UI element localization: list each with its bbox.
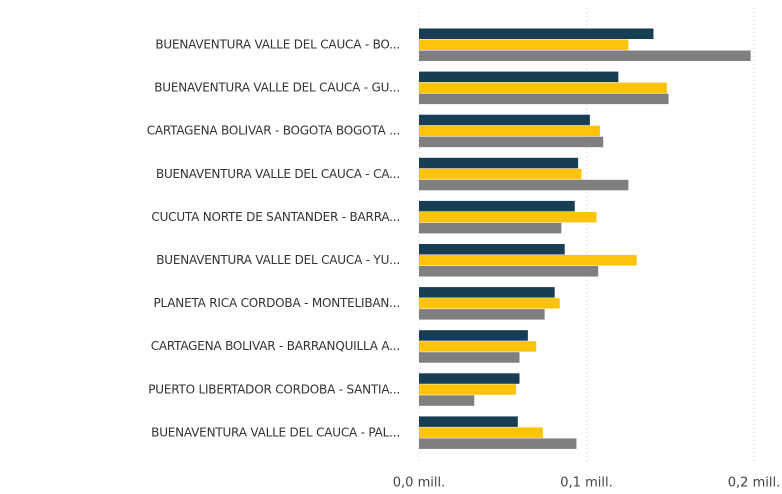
bar — [419, 373, 520, 384]
bar — [419, 438, 577, 449]
bar — [419, 168, 582, 180]
category-label: BUENAVENTURA VALLE DEL CAUCA - YU... — [156, 253, 400, 267]
x-tick-label: 0,2 mill. — [728, 476, 780, 491]
bar — [419, 125, 600, 137]
bar — [419, 157, 579, 169]
bar — [419, 50, 751, 61]
bar — [419, 114, 590, 126]
bar — [419, 416, 518, 427]
bar — [419, 266, 599, 277]
bar — [419, 255, 637, 266]
x-tick-label: 0,0 mill. — [393, 476, 445, 491]
bar — [419, 200, 575, 212]
bar — [419, 28, 654, 39]
bar — [419, 222, 562, 234]
bar — [419, 39, 629, 50]
category-label: PUERTO LIBERTADOR CORDOBA - SANTIA... — [148, 382, 400, 396]
category-label: BUENAVENTURA VALLE DEL CAUCA - CA... — [156, 167, 400, 181]
category-label: CARTAGENA BOLIVAR - BARRANQUILLA A... — [151, 339, 400, 353]
bar — [419, 211, 597, 223]
bar — [419, 179, 629, 191]
bar — [419, 71, 619, 83]
bar — [419, 341, 537, 352]
bar — [419, 93, 669, 105]
bar — [419, 309, 545, 320]
bar — [419, 427, 543, 438]
bar — [419, 384, 517, 395]
category-label: BUENAVENTURA VALLE DEL CAUCA - GU... — [154, 81, 400, 95]
bar — [419, 287, 555, 298]
category-label: BUENAVENTURA VALLE DEL CAUCA - PAL... — [151, 425, 400, 439]
category-label: CUCUTA NORTE DE SANTANDER - BARRA... — [151, 210, 400, 224]
category-label: CARTAGENA BOLIVAR - BOGOTA BOGOTA ... — [147, 124, 400, 138]
bar — [419, 330, 528, 341]
bar — [419, 136, 604, 148]
bar — [419, 298, 560, 309]
bar — [419, 82, 667, 94]
x-tick-label: 0,1 mill. — [560, 476, 612, 491]
category-label: BUENAVENTURA VALLE DEL CAUCA - BO... — [155, 38, 400, 52]
bar — [419, 352, 520, 363]
bar — [419, 395, 475, 406]
bar — [419, 244, 565, 255]
category-label: PLANETA RICA CORDOBA - MONTELIBAN... — [154, 296, 401, 310]
